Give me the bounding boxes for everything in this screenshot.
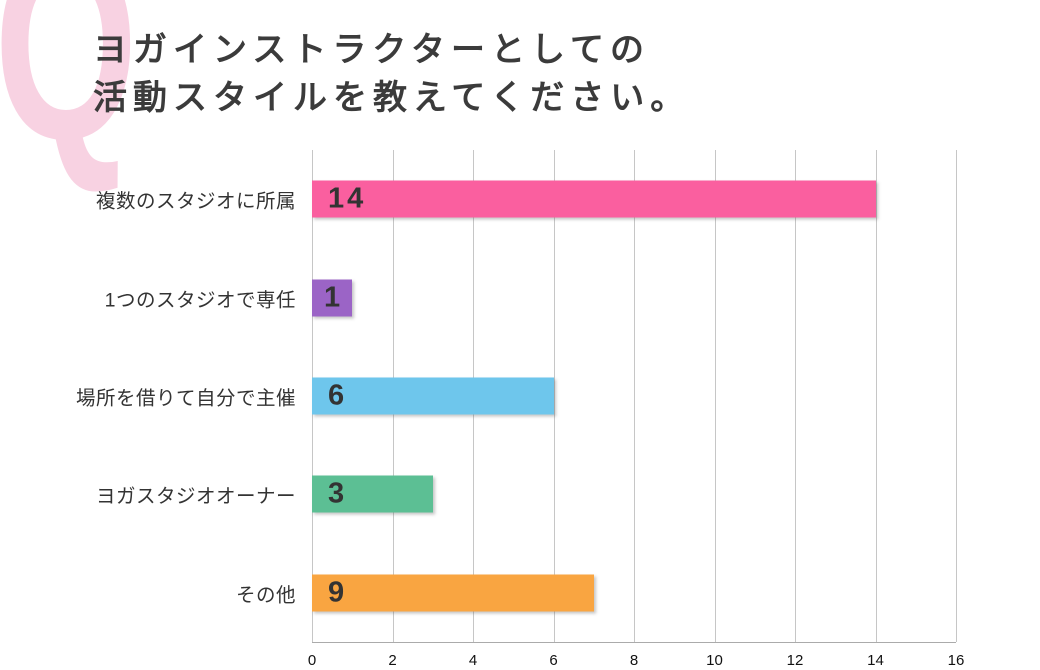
gridline-x-14 bbox=[875, 150, 877, 642]
gridline-x-16 bbox=[956, 150, 957, 642]
bar-0: 14 bbox=[312, 180, 876, 218]
gridline-x-6 bbox=[553, 150, 555, 642]
x-axis-tick-label-16: 16 bbox=[947, 652, 965, 669]
gridline-x-12 bbox=[795, 150, 796, 642]
category-label-2: 場所を借りて自分で主催 bbox=[75, 387, 296, 410]
x-axis-tick-label-10: 10 bbox=[706, 652, 723, 669]
plot-area: 0 2 4 6 8 10 12 14 16 複数のスタジオに所属 14 1つのスタジオで専任 1 場所を借… bbox=[76, 150, 964, 669]
x-axis-tick-label-4: 4 bbox=[468, 652, 478, 669]
chart-row-4: その他 9 bbox=[236, 544, 956, 642]
bar-2: 6 bbox=[312, 377, 554, 415]
bar-value-label-0: 14 bbox=[328, 182, 367, 215]
x-axis-tick-label-14: 14 bbox=[867, 652, 884, 669]
chart-title: ヨガインストラクターとしての 活動スタイルを教えてください。 bbox=[93, 26, 690, 123]
category-label-1: 1つのスタジオで専任 bbox=[104, 289, 296, 312]
category-label-0: 複数のスタジオに所属 bbox=[95, 190, 296, 213]
bar-4: 9 bbox=[312, 574, 594, 612]
chart-row-0: 複数のスタジオに所属 14 bbox=[96, 150, 956, 248]
chart-row-2: 場所を借りて自分で主催 6 bbox=[76, 347, 956, 445]
bar-value-label-2: 6 bbox=[328, 379, 348, 412]
bar-value-label-1: 1 bbox=[324, 281, 341, 314]
gridline-x-10 bbox=[714, 150, 716, 642]
chart-row-3: ヨガスタジオオーナー 3 bbox=[96, 445, 956, 543]
x-axis-tick-label-12: 12 bbox=[786, 652, 804, 669]
bar-3: 3 bbox=[312, 475, 433, 513]
chart-row-1: 1つのスタジオで専任 1 bbox=[105, 248, 956, 346]
bar-value-label-3: 3 bbox=[328, 477, 348, 510]
category-label-3: ヨガスタジオオーナー bbox=[95, 485, 296, 508]
gridline-x-8 bbox=[634, 150, 635, 642]
chart-title-line-2: 活動スタイルを教えてください。 bbox=[93, 79, 691, 118]
category-label-4: その他 bbox=[235, 584, 296, 607]
chart-title-line-1: ヨガインストラクターとしての bbox=[93, 31, 650, 69]
x-axis-tick-label-2: 2 bbox=[388, 652, 397, 669]
x-axis-tick-label-6: 6 bbox=[549, 652, 558, 669]
question-watermark-q: Q bbox=[0, 0, 138, 196]
bar-1: 1 bbox=[312, 279, 353, 317]
x-axis-tick-label-0: 0 bbox=[307, 652, 317, 669]
x-axis-tick-label-8: 8 bbox=[629, 652, 639, 669]
bar-value-label-4: 9 bbox=[328, 576, 348, 609]
